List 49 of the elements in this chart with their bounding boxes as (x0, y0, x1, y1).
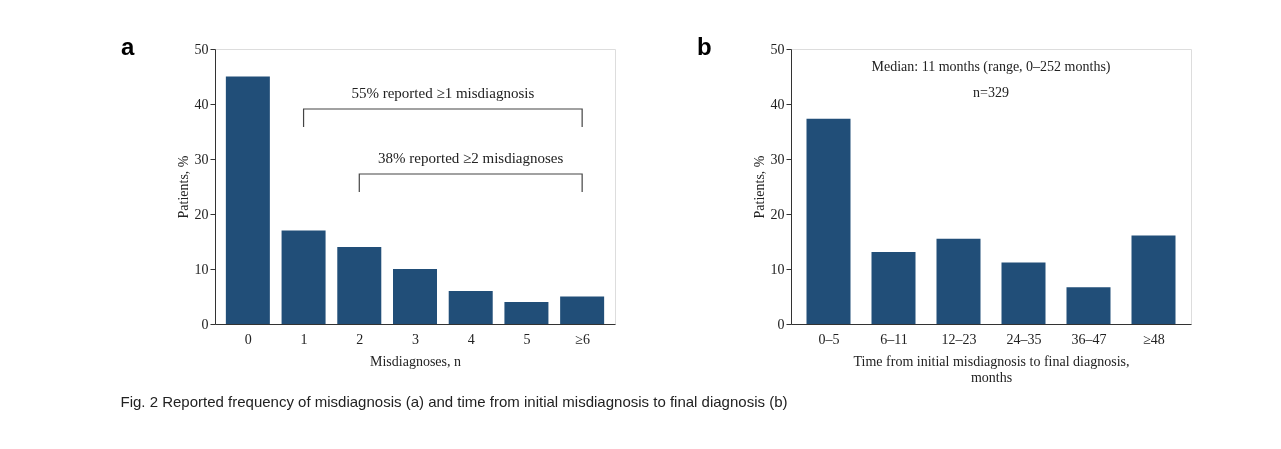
x-axis-title: Misdiagnoses, n (370, 353, 461, 369)
x-tick-label: 1 (300, 331, 308, 347)
x-tick-label: 6–11 (880, 331, 908, 347)
y-tick-label: 30 (770, 151, 785, 167)
x-tick-label: 4 (467, 331, 475, 347)
y-axis-title: Patients, % (175, 155, 191, 219)
x-tick-label: 24–35 (1006, 331, 1042, 347)
y-axis-title: Patients, % (751, 155, 767, 219)
y-tick-label: 10 (194, 261, 209, 277)
x-tick-label: 0–5 (818, 331, 840, 347)
bar (1066, 287, 1111, 324)
x-tick-label: 2 (356, 331, 364, 347)
annotation: 38% reported ≥2 misdiagnoses (378, 150, 564, 166)
x-tick-label: 5 (523, 331, 531, 347)
y-tick-label: 0 (777, 316, 785, 332)
x-tick-label: 0 (244, 331, 252, 347)
bar (393, 269, 437, 324)
bar (806, 118, 851, 324)
y-tick-label: 20 (770, 206, 785, 222)
bar (504, 302, 549, 324)
x-tick-label: 12–23 (941, 331, 977, 347)
x-axis-title: Time from initial misdiagnosis to final diagnosis, months (853, 353, 1130, 385)
bar (1001, 262, 1046, 324)
x-tick-label: 36–47 (1071, 331, 1107, 347)
annotation: 55% reported ≥1 misdiagnosis (351, 85, 535, 101)
bar (936, 238, 981, 324)
caption: Fig. 2 Reported frequency of misdiagnosis (a) and time from initial misdiagnosis to final diagnosis (b) (120, 392, 788, 410)
bar (281, 230, 326, 324)
bar (1131, 235, 1176, 324)
chart-title: b (697, 33, 712, 60)
bar (225, 76, 270, 324)
bar (560, 296, 605, 324)
bar (337, 247, 382, 324)
bar (448, 291, 493, 324)
x-tick-label: ≥6 (575, 331, 590, 347)
y-tick-label: 50 (770, 41, 785, 57)
annotation: n=329 (973, 85, 1009, 100)
y-tick-label: 50 (194, 41, 209, 57)
annotation: Median: 11 months (range, 0–252 months) (871, 59, 1111, 75)
y-tick-label: 20 (194, 206, 209, 222)
x-tick-label: 3 (412, 331, 419, 347)
chart-title: a (121, 33, 135, 60)
y-tick-label: 40 (194, 96, 209, 112)
y-tick-label: 0 (201, 316, 209, 332)
bar (871, 251, 916, 324)
x-tick-label: ≥48 (1143, 331, 1165, 347)
y-tick-label: 10 (770, 261, 785, 277)
y-tick-label: 40 (770, 96, 785, 112)
y-tick-label: 30 (194, 151, 209, 167)
